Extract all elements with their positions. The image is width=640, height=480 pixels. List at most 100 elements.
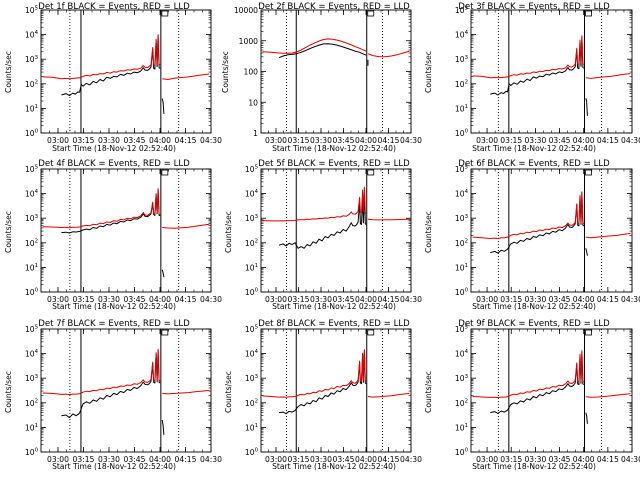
y-tick-exponent: 1 — [465, 104, 468, 110]
y-tick-base: 10 — [455, 288, 465, 297]
y-tick-base: 10 — [455, 325, 465, 334]
events-series-line — [585, 98, 588, 116]
y-tick-base: 10 — [25, 190, 35, 199]
y-tick-exponent: 2 — [465, 79, 468, 85]
y-tick-base: 10 — [455, 129, 465, 138]
chart-panel-3: Det 3f BLACK = Events, RED = LLD Start T… — [424, 2, 640, 153]
x-tick-label: 04:00 — [149, 295, 171, 304]
x-axis-label: Start Time (18-Nov-12 02:52:40) — [272, 302, 396, 311]
y-tick-label: 104 — [455, 349, 469, 358]
x-tick-label: 04:30 — [621, 136, 640, 145]
lld-series-line — [42, 348, 161, 396]
lld-series-line — [472, 35, 585, 79]
y-tick-exponent: 0 — [255, 448, 259, 454]
y-axis-label: Counts/sec — [424, 51, 433, 93]
y-tick-base: 10 — [25, 374, 35, 383]
lld-series-line — [262, 38, 367, 54]
y-tick-base: 10 — [245, 325, 255, 334]
y-axis-label: Counts/sec — [224, 371, 233, 413]
chart-panel-9: Det 9f BLACK = Events, RED = LLD Start T… — [424, 319, 640, 471]
y-tick-base: 10 — [455, 55, 465, 64]
y-tick-base: 10 — [25, 239, 35, 248]
chart-title: Det 8f BLACK = Events, RED = LLD — [258, 319, 410, 329]
y-tick-base: 10 — [25, 80, 35, 89]
y-tick-label: 100 — [25, 288, 39, 297]
y-tick-base: 10 — [25, 448, 35, 457]
y-tick-label: 102 — [245, 398, 258, 407]
y-tick-exponent: 4 — [465, 30, 469, 36]
y-tick-label: 101 — [25, 423, 38, 432]
events-series-line — [61, 189, 161, 234]
y-tick-label: 103 — [245, 374, 258, 383]
x-tick-label: 03:30 — [310, 455, 332, 464]
flag-marker — [585, 329, 592, 336]
x-tick-label: 03:30 — [98, 455, 120, 464]
y-tick-base: 10 — [245, 165, 255, 174]
x-tick-label: 04:00 — [355, 455, 377, 464]
y-tick-label: 100 — [455, 129, 469, 138]
y-tick-label: 100 — [25, 129, 39, 138]
y-tick-base: 10 — [25, 165, 35, 174]
y-tick-label: 100 — [244, 68, 259, 77]
y-tick-label: 102 — [455, 398, 468, 407]
x-tick-label: 04:15 — [597, 455, 619, 464]
x-axis-label: Start Time (18-Nov-12 02:52:40) — [272, 462, 396, 471]
lld-series-line — [585, 73, 631, 79]
lld-series-line — [162, 223, 210, 229]
y-tick-label: 101 — [245, 423, 258, 432]
x-tick-label: 03:15 — [73, 136, 95, 145]
x-tick-label: 04:00 — [149, 136, 171, 145]
lld-series-line — [262, 349, 367, 398]
y-tick-base: 10 — [455, 448, 465, 457]
y-tick-exponent: 0 — [35, 129, 39, 135]
y-tick-label: 100 — [245, 448, 259, 457]
lld-series-line — [42, 188, 161, 229]
x-tick-label: 03:45 — [124, 136, 146, 145]
y-axis-label: Counts/sec — [424, 371, 433, 413]
y-tick-label: 104 — [245, 349, 259, 358]
y-tick-base: 10 — [25, 104, 35, 113]
y-tick-label: 103 — [455, 55, 468, 64]
x-axis-label: Start Time (18-Nov-12 02:52:40) — [472, 144, 596, 153]
flag-marker — [367, 329, 375, 336]
y-tick-exponent: 1 — [255, 263, 258, 269]
x-axis-label: Start Time (18-Nov-12 02:52:40) — [52, 144, 176, 153]
y-tick-base: 10 — [245, 399, 255, 408]
events-series-line — [490, 351, 585, 414]
y-tick-label: 101 — [25, 263, 38, 272]
x-axis-label: Start Time (18-Nov-12 02:52:40) — [472, 462, 596, 471]
events-series-line — [490, 192, 585, 254]
x-tick-label: 04:30 — [621, 295, 640, 304]
x-tick-label: 04:30 — [621, 455, 640, 464]
y-tick-label: 103 — [25, 55, 38, 64]
chart-title: Det 5f BLACK = Events, RED = LLD — [258, 159, 410, 169]
y-tick-base: 10 — [455, 350, 465, 359]
y-tick-exponent: 3 — [465, 214, 468, 220]
chart-title: Det 4f BLACK = Events, RED = LLD — [38, 159, 190, 169]
y-tick-label: 105 — [455, 165, 468, 174]
lld-series-line — [162, 73, 210, 80]
x-tick-label: 03:30 — [310, 136, 332, 145]
x-tick-label: 03:00 — [265, 136, 287, 145]
x-tick-label: 03:15 — [73, 295, 95, 304]
x-axis-label: Start Time (18-Nov-12 02:52:40) — [52, 462, 176, 471]
y-tick-label: 1000 — [239, 37, 258, 46]
y-tick-exponent: 0 — [255, 288, 259, 294]
x-tick-label: 03:15 — [288, 136, 310, 145]
y-tick-exponent: 1 — [35, 263, 38, 269]
y-tick-exponent: 2 — [35, 398, 38, 404]
y-tick-label: 100 — [25, 448, 39, 457]
x-tick-label: 04:30 — [400, 455, 422, 464]
x-tick-label: 03:00 — [265, 295, 287, 304]
y-tick-label: 102 — [25, 79, 38, 88]
y-tick-label: 100 — [245, 288, 259, 297]
lld-series-line — [162, 389, 210, 395]
y-tick-base: 10 — [25, 6, 35, 15]
x-axis-label: Start Time (18-Nov-12 02:52:40) — [52, 302, 176, 311]
y-tick-label: 105 — [245, 165, 258, 174]
lld-series-line — [262, 186, 367, 222]
x-tick-label: 03:30 — [98, 295, 120, 304]
y-tick-exponent: 0 — [35, 288, 39, 294]
y-tick-exponent: 4 — [255, 189, 259, 195]
x-tick-label: 03:30 — [524, 455, 546, 464]
